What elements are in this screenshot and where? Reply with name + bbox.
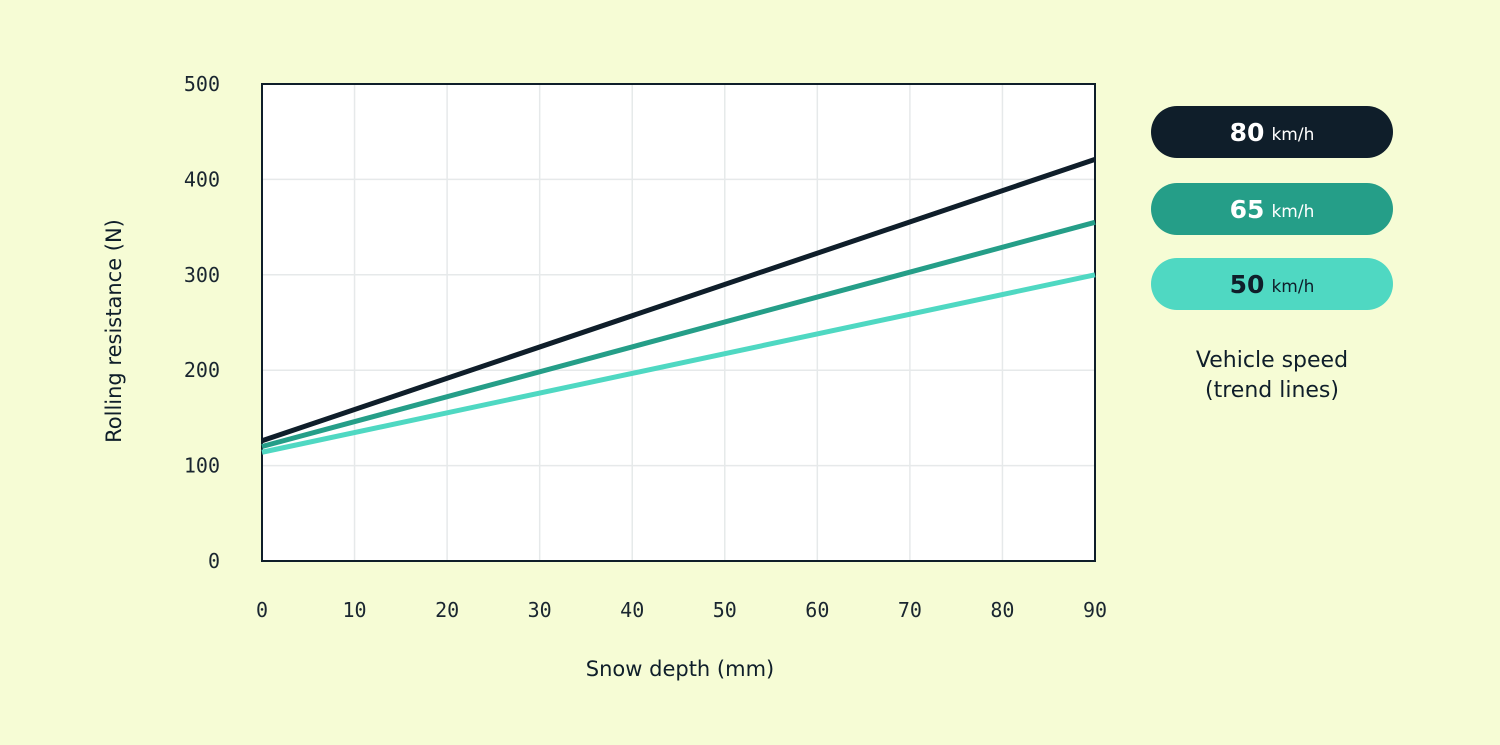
legend-value: 65 [1229, 194, 1265, 224]
legend-item-65-kmh: 65 km/h [1151, 183, 1393, 235]
y-tick-label: 400 [184, 167, 220, 191]
x-tick-label: 70 [898, 598, 922, 622]
legend-item-50-kmh: 50 km/h [1151, 258, 1393, 310]
y-tick-label: 300 [184, 263, 220, 287]
legend-unit: km/h [1271, 202, 1315, 222]
x-tick-label: 20 [435, 598, 459, 622]
legend-item-80-kmh: 80 km/h [1151, 106, 1393, 158]
plot-frame [261, 83, 1096, 562]
legend-title: Vehicle speed (trend lines) [1151, 346, 1393, 406]
x-tick-label: 10 [343, 598, 367, 622]
x-axis-ticks: 0 10 20 30 40 50 60 70 80 90 [256, 598, 1107, 622]
legend-value: 80 [1229, 117, 1265, 147]
x-tick-label: 30 [528, 598, 552, 622]
legend-unit: km/h [1271, 277, 1315, 297]
x-tick-label: 40 [620, 598, 644, 622]
y-tick-label: 0 [208, 549, 220, 573]
x-tick-label: 60 [805, 598, 829, 622]
y-tick-label: 200 [184, 358, 220, 382]
series-line-65-kmh [261, 219, 1096, 449]
x-axis-title: Snow depth (mm) [586, 657, 774, 681]
series-line-50-kmh [261, 272, 1096, 455]
legend-title-line-1: Vehicle speed [1195, 348, 1349, 373]
plot-background [262, 84, 1095, 561]
x-tick-label: 50 [713, 598, 737, 622]
legend-unit: km/h [1271, 125, 1315, 145]
y-tick-label: 100 [184, 454, 220, 478]
x-tick-label: 0 [256, 598, 268, 622]
x-tick-label: 80 [990, 598, 1014, 622]
y-axis-ticks: 0 100 200 300 400 500 [184, 72, 220, 573]
series-lines [261, 156, 1096, 455]
series-line-80-kmh [261, 156, 1096, 444]
legend-value: 50 [1229, 269, 1265, 299]
x-tick-label: 90 [1083, 598, 1107, 622]
y-axis-title: Rolling resistance (N) [102, 219, 126, 443]
y-tick-label: 500 [184, 72, 220, 96]
legend-title-line-2: (trend lines) [1205, 378, 1339, 403]
